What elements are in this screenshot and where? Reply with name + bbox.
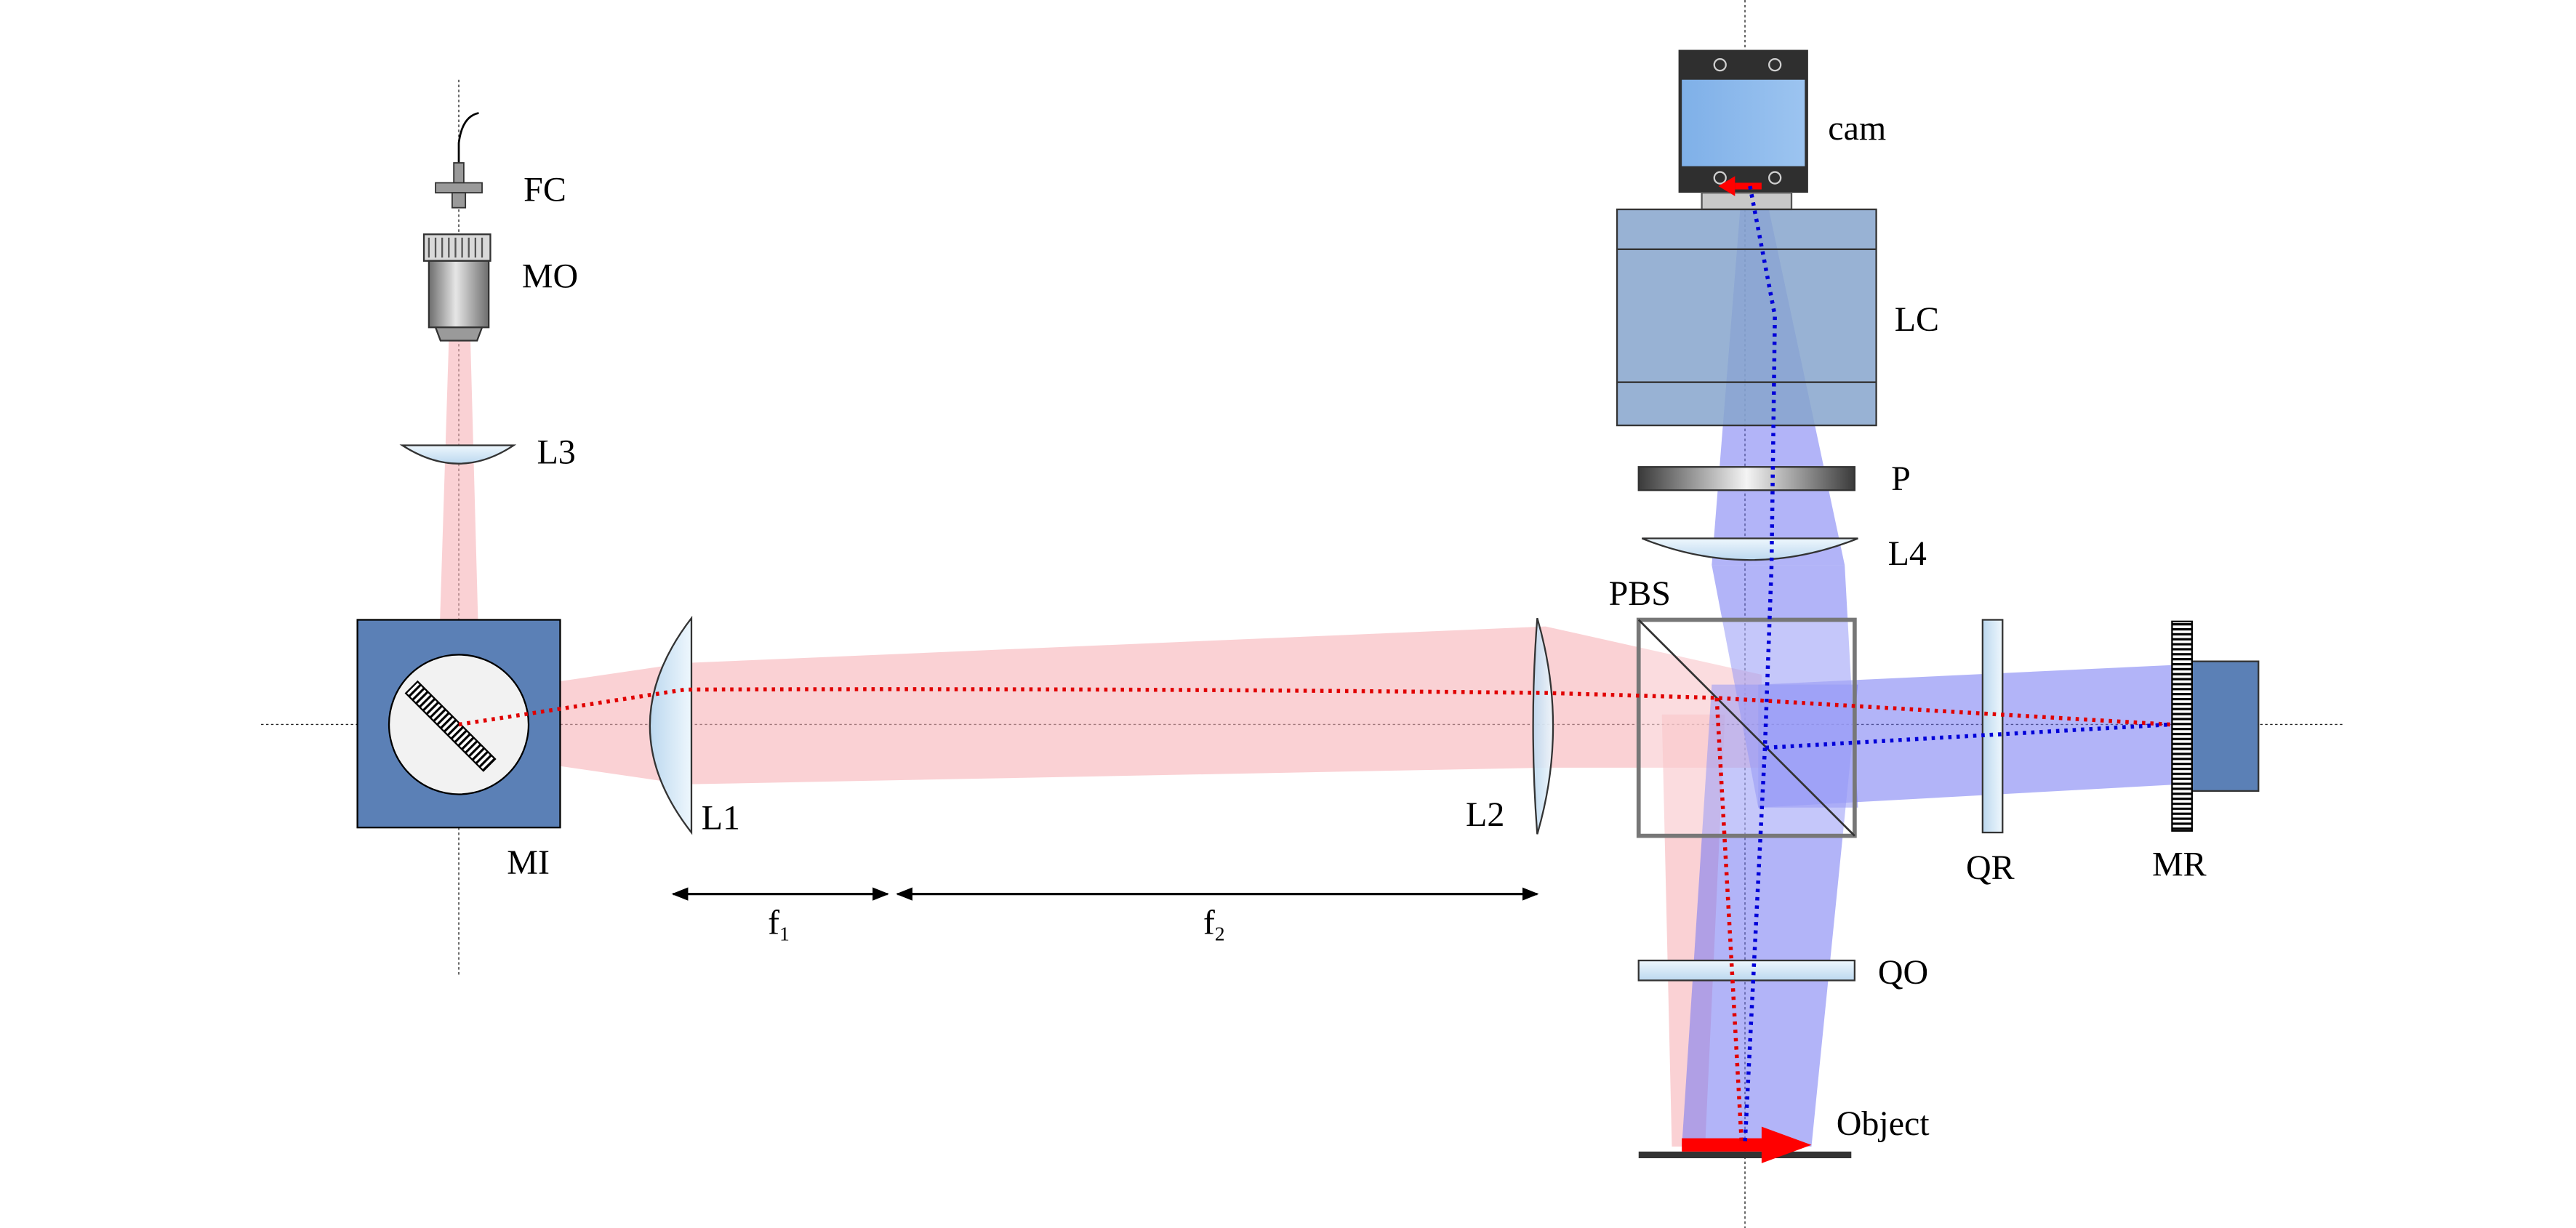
camera-mount bbox=[1701, 191, 1793, 211]
chief-rays bbox=[458, 185, 2171, 1144]
polarizing-beam-splitter bbox=[1636, 617, 1857, 838]
lens-l4 bbox=[1641, 537, 1858, 561]
label-p: P bbox=[1891, 460, 1911, 498]
screw-icon bbox=[1713, 57, 1727, 72]
label-object: Object bbox=[1837, 1104, 1930, 1143]
label-l4: L4 bbox=[1888, 534, 1927, 573]
blue-ray-reference bbox=[1748, 185, 2171, 750]
lc-body bbox=[1616, 208, 1877, 427]
red-beam-mi-to-l1 bbox=[459, 662, 685, 784]
scan-mirror-surface bbox=[404, 680, 497, 772]
label-qo: QO bbox=[1878, 953, 1928, 992]
lens-l1 bbox=[649, 615, 693, 835]
optical-axes bbox=[261, 0, 2343, 1228]
blue-imaging-beam bbox=[1682, 190, 2180, 1147]
object-stage bbox=[1638, 1151, 1852, 1159]
label-qr: QR bbox=[1966, 848, 2015, 887]
label-mr: MR bbox=[2152, 845, 2207, 883]
object bbox=[1638, 1126, 1852, 1163]
fiber-coupler bbox=[435, 112, 483, 209]
label-cam: cam bbox=[1828, 109, 1886, 148]
blue-beam-pbs-to-mr bbox=[1758, 665, 2180, 808]
label-mi: MI bbox=[507, 843, 550, 882]
lens-l3 bbox=[399, 444, 517, 465]
microscope-objective bbox=[422, 233, 491, 342]
quarter-wave-plate-reference bbox=[1981, 619, 2004, 834]
label-l2: L2 bbox=[1466, 795, 1504, 834]
screw-icon bbox=[1768, 171, 1782, 185]
scan-mirror-unit bbox=[356, 619, 561, 829]
label-lc: LC bbox=[1895, 300, 1939, 339]
label-f2: f2 bbox=[1203, 903, 1225, 944]
camera bbox=[1678, 49, 1808, 211]
fiber-connector-flange bbox=[435, 182, 483, 194]
label-f1: f1 bbox=[768, 903, 790, 944]
quarter-wave-plate-object bbox=[1637, 959, 1856, 982]
label-fc: FC bbox=[523, 171, 566, 209]
pbs-diagonal bbox=[1637, 619, 1855, 837]
label-l3: L3 bbox=[537, 433, 575, 472]
lc-module bbox=[1616, 208, 1877, 427]
fiber-connector-ferrule bbox=[451, 192, 467, 209]
blue-beam-pbs-to-object bbox=[1682, 684, 1858, 1147]
screw-icon bbox=[1768, 57, 1782, 72]
camera-sensor-window bbox=[1682, 79, 1805, 166]
objective-knurled-ring bbox=[422, 233, 491, 262]
lens-l2 bbox=[1532, 617, 1554, 835]
label-pbs: PBS bbox=[1609, 574, 1671, 613]
red-illumination-beam bbox=[437, 340, 1762, 1147]
camera-image-arrowhead bbox=[1718, 176, 1736, 196]
label-mo: MO bbox=[522, 257, 578, 295]
objective-knurl-lines bbox=[428, 237, 483, 258]
objective-tip bbox=[434, 326, 483, 342]
objective-barrel bbox=[428, 260, 490, 329]
reference-mirror-surface bbox=[2171, 620, 2193, 832]
red-beam-l1-to-pbs bbox=[684, 626, 1762, 784]
object-arrow-shaft bbox=[1682, 1138, 1765, 1152]
polarizer bbox=[1637, 466, 1856, 491]
fiber-connector-top bbox=[453, 162, 465, 184]
screw-icon bbox=[1713, 171, 1727, 185]
label-l1: L1 bbox=[702, 798, 740, 837]
reference-mirror-mount bbox=[2191, 660, 2260, 792]
red-beam-vertical-source bbox=[437, 340, 481, 708]
object-arrowhead bbox=[1761, 1126, 1812, 1163]
optical-fiber bbox=[457, 112, 479, 163]
reference-mirror bbox=[2171, 620, 2260, 832]
